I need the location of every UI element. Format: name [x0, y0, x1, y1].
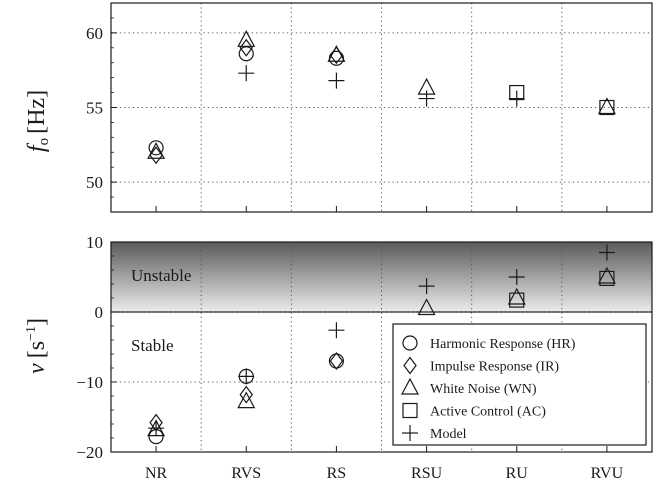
- point-triangle-rvs: [237, 391, 256, 409]
- bottom-panel: −20 −10 0 10 NR RVS RS RSU RU RVU: [76, 233, 653, 482]
- x-tick-label-rvu: RVU: [591, 465, 624, 482]
- point-triangle-rs: [327, 44, 346, 62]
- point-triangle-rvs: [237, 30, 256, 47]
- top-ylabel-unit: [Hz]: [24, 90, 50, 134]
- bottom-ylabel-symbol: ν: [24, 363, 50, 374]
- point-triangle-rvu: [597, 266, 616, 284]
- legend: Harmonic Response (HR) Impulse Response (…: [392, 323, 647, 446]
- legend-label-plus: Model: [430, 427, 467, 442]
- y-tick-label: 0: [95, 303, 104, 322]
- point-plus-rsu: [418, 90, 435, 107]
- point-plus-rvs: [238, 65, 255, 82]
- legend-marker-square: [402, 402, 418, 419]
- point-diamond-rvs: [239, 38, 253, 57]
- unstable-label: Unstable: [131, 266, 191, 285]
- top-panel: 50 55 60: [86, 2, 653, 213]
- point-diamond-rs: [329, 352, 344, 370]
- y-tick-label: 60: [86, 24, 103, 43]
- top-ylabel-symbol: f: [24, 142, 50, 152]
- x-tick-label-rsu: RSU: [411, 465, 443, 482]
- point-square-rvu: [599, 270, 615, 286]
- point-triangle-ru: [507, 287, 526, 305]
- x-tick-label-nr: NR: [145, 465, 168, 482]
- point-square-ru: [509, 292, 525, 308]
- point-circle-nr: [148, 140, 164, 156]
- point-plus-rvu: [598, 244, 615, 261]
- point-plus-rsu: [418, 278, 435, 295]
- point-plus-rs: [328, 322, 345, 339]
- point-triangle-rsu: [417, 298, 436, 316]
- legend-marker-circle: [402, 335, 418, 351]
- legend-label-circle: Harmonic Response (HR): [430, 337, 576, 352]
- point-square-rvu: [599, 99, 615, 116]
- legend-label-diamond: Impulse Response (IR): [430, 360, 559, 375]
- legend-marker-triangle: [401, 377, 419, 395]
- bottom-y-axis-label: ν [s−1]: [24, 318, 50, 374]
- legend-label-triangle: White Noise (WN): [430, 382, 537, 397]
- x-tick-label-rvs: RVS: [231, 465, 261, 482]
- y-tick-label: 55: [86, 99, 103, 118]
- plot-frame: [110, 241, 653, 453]
- point-plus-nr: [148, 420, 165, 437]
- svg-text:ν[s−1]: ν [s−1]: [24, 318, 50, 374]
- point-triangle-rvu: [597, 97, 616, 115]
- point-plus-rvs: [238, 368, 255, 385]
- svg-text:fo[Hz]: fo [Hz]: [24, 90, 52, 152]
- point-triangle-nr: [147, 142, 166, 159]
- y-tick-label: −20: [76, 443, 103, 462]
- point-plus-ru: [508, 90, 525, 107]
- legend-marker-diamond: [403, 356, 417, 375]
- bottom-ylabel-close: ]: [24, 318, 50, 326]
- legend-label-square: Active Control (AC): [430, 405, 546, 420]
- y-tick-label: 50: [86, 173, 103, 192]
- point-plus-ru: [508, 269, 525, 285]
- top-y-axis-label: fo [Hz]: [24, 90, 52, 152]
- point-diamond-rvs: [239, 385, 253, 404]
- y-tick-label: −10: [76, 373, 103, 392]
- legend-box: [392, 323, 647, 446]
- bottom-ylabel-unit: [s: [24, 341, 50, 358]
- legend-marker-plus: [402, 425, 418, 441]
- y-tick-label: 10: [86, 233, 103, 252]
- bottom-ylabel-exp: −1: [24, 326, 39, 341]
- plot-frame: [110, 2, 653, 213]
- point-circle-rs: [328, 353, 345, 369]
- point-diamond-nr: [149, 146, 163, 165]
- top-ylabel-subscript: o: [36, 138, 52, 146]
- unstable-region: [111, 242, 652, 312]
- point-plus-rs: [328, 72, 345, 89]
- stable-label: Stable: [131, 336, 174, 355]
- x-tick-label-rs: RS: [327, 465, 347, 482]
- x-tick-label-ru: RU: [506, 465, 529, 482]
